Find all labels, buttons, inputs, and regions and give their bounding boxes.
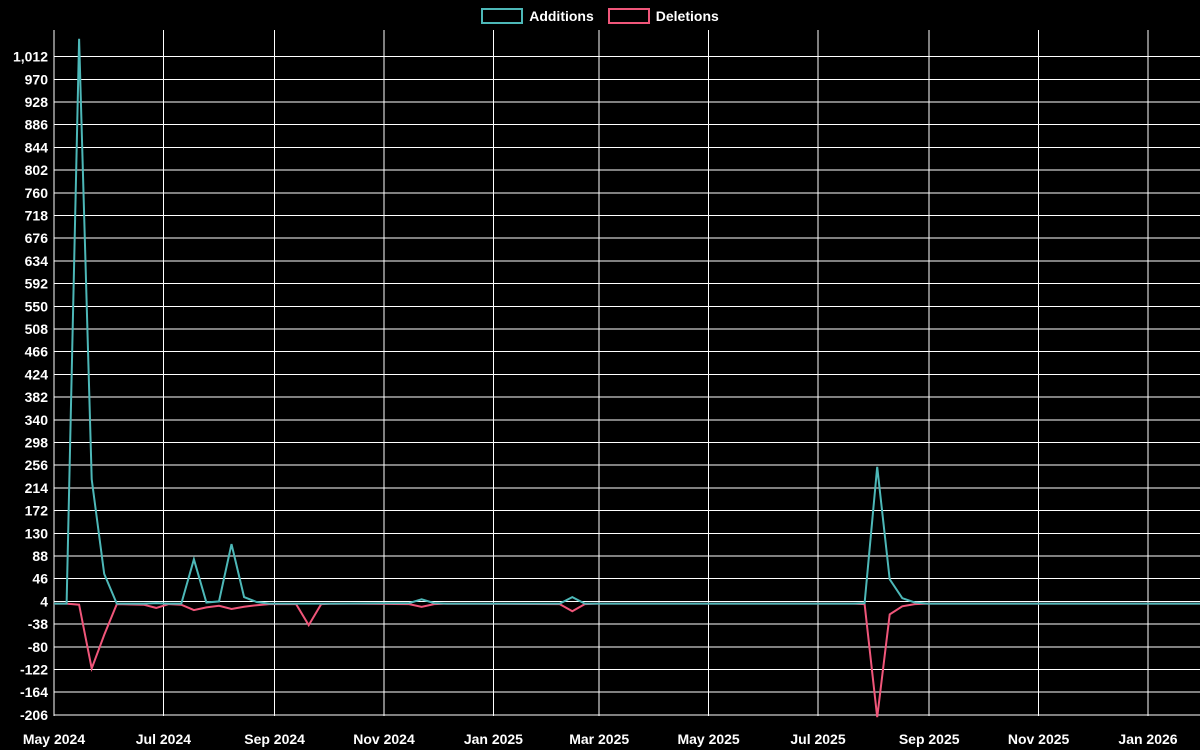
chart-legend: Additions Deletions: [0, 7, 1200, 25]
y-tick-label: 4: [40, 593, 48, 609]
x-tick-label: Jan 2025: [464, 731, 523, 747]
y-tick-label: 172: [25, 503, 49, 519]
legend-item-deletions[interactable]: Deletions: [607, 7, 719, 25]
x-tick-label: Jul 2025: [790, 731, 845, 747]
x-tick-label: May 2024: [23, 731, 85, 747]
x-tick-label: Mar 2025: [569, 731, 629, 747]
y-tick-label: 298: [25, 435, 49, 451]
legend-label-deletions: Deletions: [655, 8, 719, 24]
y-tick-label: -206: [20, 707, 48, 723]
y-tick-label: 928: [25, 94, 49, 110]
x-tick-label: May 2025: [677, 731, 739, 747]
x-tick-label: Jul 2024: [136, 731, 191, 747]
deletions-line: [54, 602, 1200, 718]
x-axis-labels: May 2024 Jul 2024 Sep 2024 Nov 2024 Jan 2025…: [23, 731, 1178, 747]
y-tick-label: 88: [32, 548, 48, 564]
x-tick-label: Sep 2025: [899, 731, 960, 747]
deletions-swatch-icon: [607, 8, 650, 24]
y-tick-label: 1,012: [13, 49, 48, 65]
y-tick-label: 550: [25, 298, 49, 314]
legend-item-additions[interactable]: Additions: [481, 7, 594, 25]
additions-line: [54, 38, 1200, 605]
y-tick-label: 760: [25, 185, 49, 201]
y-tick-label: 634: [25, 253, 49, 269]
y-tick-label: 340: [25, 412, 49, 428]
y-tick-label: 802: [25, 162, 49, 178]
y-tick-label: 592: [25, 276, 49, 292]
gridlines: [53, 30, 1200, 716]
x-tick-label: Nov 2025: [1008, 731, 1070, 747]
y-tick-label: 718: [25, 208, 49, 224]
y-tick-label: 46: [32, 571, 48, 587]
y-tick-label: 466: [25, 344, 49, 360]
y-tick-label: 256: [25, 457, 49, 473]
y-tick-label: 214: [25, 480, 49, 496]
y-tick-label: 886: [25, 117, 49, 133]
y-tick-label: 382: [25, 389, 49, 405]
y-tick-label: -164: [20, 684, 48, 700]
y-axis-labels: 1,012 970 928 886 844 802 760 718 676 634 592 550 50…: [13, 49, 48, 723]
x-tick-label: Jan 2026: [1118, 731, 1177, 747]
x-tick-label: Nov 2024: [353, 731, 415, 747]
y-tick-label: -80: [28, 639, 48, 655]
legend-label-additions: Additions: [529, 8, 594, 24]
y-tick-label: 130: [25, 525, 49, 541]
y-tick-label: -122: [20, 662, 48, 678]
y-tick-label: 970: [25, 71, 49, 87]
y-tick-label: 844: [25, 139, 49, 155]
additions-swatch-icon: [481, 8, 524, 24]
y-tick-label: -38: [28, 616, 48, 632]
x-tick-label: Sep 2024: [244, 731, 305, 747]
y-tick-label: 676: [25, 230, 49, 246]
y-tick-label: 508: [25, 321, 49, 337]
y-tick-label: 424: [25, 366, 49, 382]
